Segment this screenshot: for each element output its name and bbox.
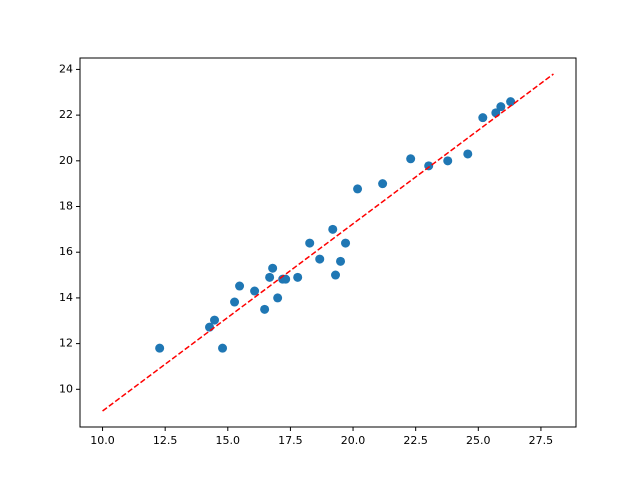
point [268, 263, 278, 273]
point [331, 270, 341, 280]
point [235, 281, 245, 291]
point [155, 343, 165, 353]
point [273, 293, 283, 303]
point [210, 315, 220, 325]
point [305, 238, 315, 248]
fit-line [102, 73, 554, 412]
y-tick-label: 16 [59, 245, 73, 258]
y-tick-label: 22 [59, 108, 73, 121]
y-tick-label: 10 [59, 382, 73, 395]
point [328, 224, 338, 234]
point [341, 238, 351, 248]
point [353, 184, 363, 194]
x-tick-label: 22.5 [403, 434, 428, 447]
point [281, 274, 291, 284]
point [378, 179, 388, 189]
point [496, 102, 506, 112]
point [260, 304, 270, 314]
point [406, 154, 416, 164]
y-tick-label: 18 [59, 200, 73, 213]
point [265, 272, 275, 282]
point [250, 286, 260, 296]
x-tick-label: 12.5 [153, 434, 178, 447]
y-tick-label: 12 [59, 337, 73, 350]
y-tick-label: 24 [59, 62, 73, 75]
point [230, 297, 240, 307]
x-tick-label: 27.5 [529, 434, 554, 447]
point [336, 256, 346, 266]
y-tick-label: 14 [59, 291, 73, 304]
point [218, 343, 228, 353]
point [506, 97, 516, 107]
x-tick-label: 15.0 [216, 434, 241, 447]
x-tick-label: 20.0 [341, 434, 366, 447]
point [293, 272, 303, 282]
point [315, 254, 325, 264]
point [463, 149, 473, 159]
x-tick-label: 17.5 [278, 434, 303, 447]
point [478, 113, 488, 123]
x-tick-label: 25.0 [466, 434, 491, 447]
plot-frame [79, 57, 577, 428]
point [443, 156, 453, 166]
y-tick-label: 20 [59, 154, 73, 167]
x-tick-label: 10.0 [90, 434, 115, 447]
